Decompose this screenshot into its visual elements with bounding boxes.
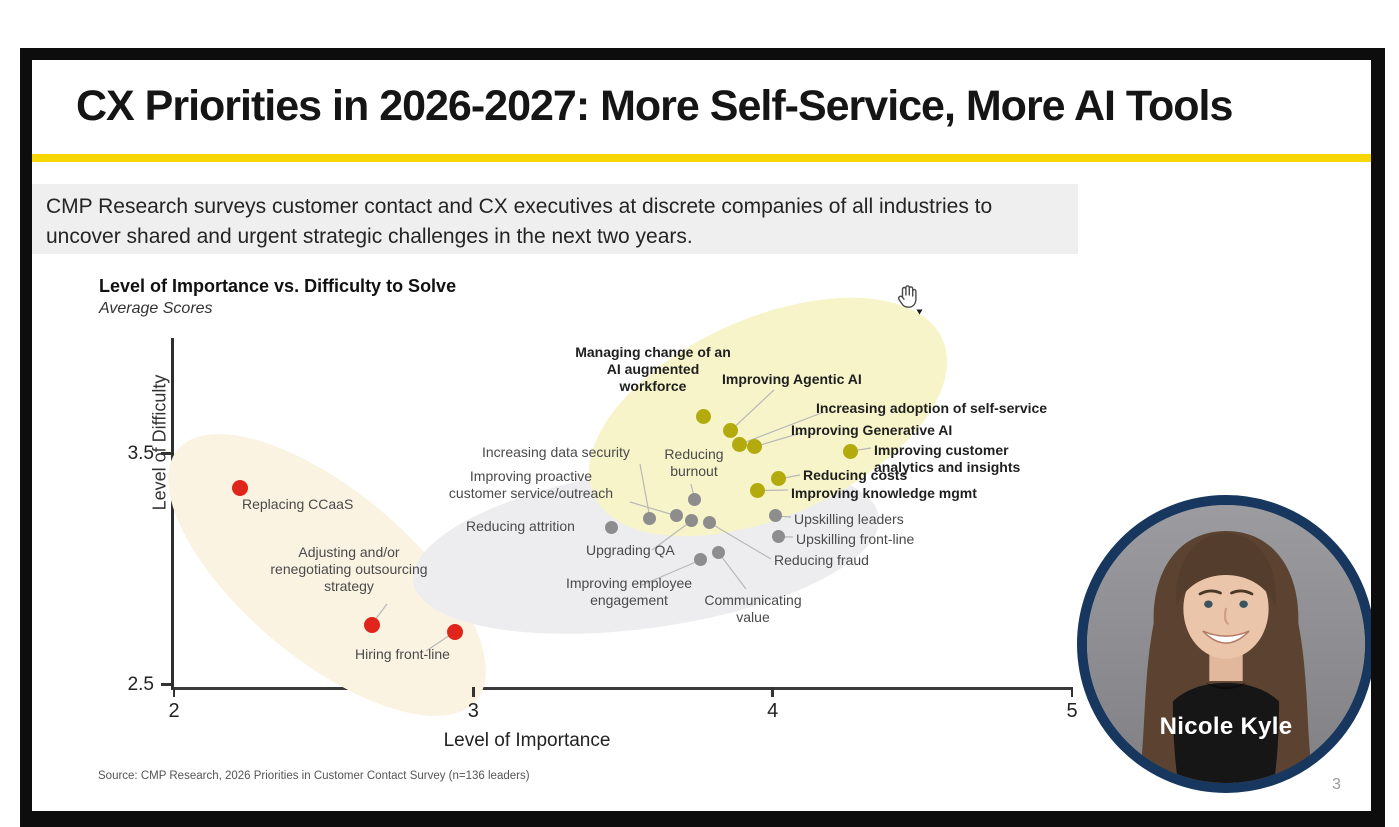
- data-point-upskilling-front-line[interactable]: [772, 530, 786, 544]
- slide-subtitle: CMP Research surveys customer contact an…: [46, 195, 993, 249]
- x-tick-label-3: 3: [467, 700, 479, 722]
- cursor-down-arrow: [916, 309, 923, 315]
- page-number: 3: [1332, 776, 1341, 793]
- source-note: Source: CMP Research, 2026 Priorities in…: [98, 770, 530, 782]
- data-point-adjusting-and-or-renegotiating-outsourcing-strategy[interactable]: [363, 616, 380, 633]
- presenter-portrait-illustration: [1087, 505, 1365, 783]
- x-tick-mark-4: [771, 687, 774, 697]
- yellow-divider: [32, 154, 1371, 162]
- x-tick-mark-3: [472, 687, 475, 697]
- point-label-reducing-attrition: Reducing attrition: [466, 518, 575, 534]
- point-label-reducing-costs: Reducing costs: [803, 467, 908, 483]
- point-label-hiring-front-line: Hiring front-line: [355, 646, 450, 662]
- presenter-name: Nicole Kyle: [1159, 713, 1293, 740]
- point-label-reducing-burnout: Reducing burnout: [664, 446, 724, 480]
- point-label-improving-proactive-customer-service-outreach: Improving proactive customer service/out…: [448, 468, 614, 502]
- x-tick-mark-2: [172, 687, 176, 697]
- x-axis-title: Level of Importance: [443, 730, 611, 751]
- presenter-photo: Nicole Kyle: [1077, 495, 1371, 793]
- x-tick-mark-5: [1070, 687, 1074, 697]
- y-tick-mark-2.5: [161, 683, 171, 686]
- data-point-managing-change-of-an-ai-augmented-workforce[interactable]: [696, 409, 712, 425]
- point-label-upskilling-front-line: Upskilling front-line: [796, 531, 915, 547]
- data-point-replacing-ccaas[interactable]: [231, 480, 248, 497]
- data-point-improving-knowledge-mgmt[interactable]: [750, 483, 766, 499]
- chart-title: Level of Importance vs. Difficulty to So…: [99, 276, 457, 296]
- y-tick-mark-3.5: [161, 452, 171, 455]
- point-label-replacing-ccaas: Replacing CCaaS: [242, 496, 354, 512]
- point-label-improving-agentic-ai: Improving Agentic AI: [722, 371, 862, 387]
- data-point-reducing-attrition[interactable]: [604, 521, 618, 535]
- x-tick-label-2: 2: [168, 700, 180, 722]
- point-label-reducing-fraud: Reducing fraud: [774, 552, 869, 568]
- x-tick-label-4: 4: [767, 700, 779, 722]
- chart-subtitle: Average Scores: [99, 300, 213, 317]
- point-label-improving-generative-ai: Improving Generative AI: [791, 422, 953, 438]
- slide-title: CX Priorities in 2026-2027: More Self-Se…: [76, 82, 1233, 130]
- point-label-adjusting-and-or-renegotiating-outsourcing-strategy: Adjusting and/or renegotiating outsourci…: [270, 544, 428, 595]
- point-label-improving-customer-analytics-and-insights: Improving customer analytics and insight…: [874, 442, 1021, 476]
- x-tick-label-5: 5: [1066, 700, 1078, 722]
- subtitle-band: CMP Research surveys customer contact an…: [32, 184, 1078, 254]
- point-label-increasing-data-security: Increasing data security: [482, 444, 630, 460]
- data-point-hiring-front-line[interactable]: [447, 623, 464, 640]
- point-label-improving-knowledge-mgmt: Improving knowledge mgmt: [791, 485, 977, 501]
- data-point-increasing-adoption-of-self-service[interactable]: [732, 436, 748, 452]
- data-point-improving-customer-analytics-and-insights[interactable]: [842, 443, 858, 459]
- plot-area[interactable]: Replacing CCaaS Adjusting and/or renegoti…: [123, 248, 1078, 765]
- y-tick-label-3.5: 3.5: [127, 442, 154, 464]
- slide-frame: CX Priorities in 2026-2027: More Self-Se…: [20, 48, 1385, 827]
- point-label-communicating-value: Communicating value: [704, 592, 802, 626]
- point-label-improving-employee-engagement: Improving employee engagement: [565, 575, 693, 609]
- slide: CX Priorities in 2026-2027: More Self-Se…: [32, 60, 1371, 811]
- point-label-managing-change-of-an-ai-augmented-workforce: Managing change of an AI augmented workf…: [575, 344, 731, 395]
- point-label-upskilling-leaders: Upskilling leaders: [794, 511, 904, 527]
- y-tick-label-2.5: 2.5: [127, 673, 154, 695]
- point-label-increasing-adoption-of-self-service: Increasing adoption of self-service: [816, 400, 1048, 416]
- hand-grab-cursor-icon: [892, 282, 924, 316]
- point-label-upgrading-qa: Upgrading QA: [586, 542, 675, 558]
